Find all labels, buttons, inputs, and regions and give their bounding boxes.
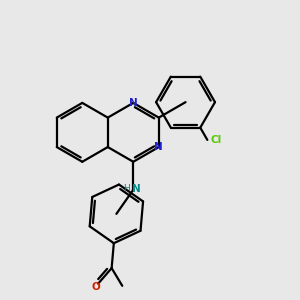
Text: H: H [123,184,130,194]
Text: N: N [129,98,138,108]
Text: Cl: Cl [210,135,221,145]
Text: N: N [154,142,163,152]
Text: N: N [132,184,141,194]
Text: O: O [92,282,100,292]
